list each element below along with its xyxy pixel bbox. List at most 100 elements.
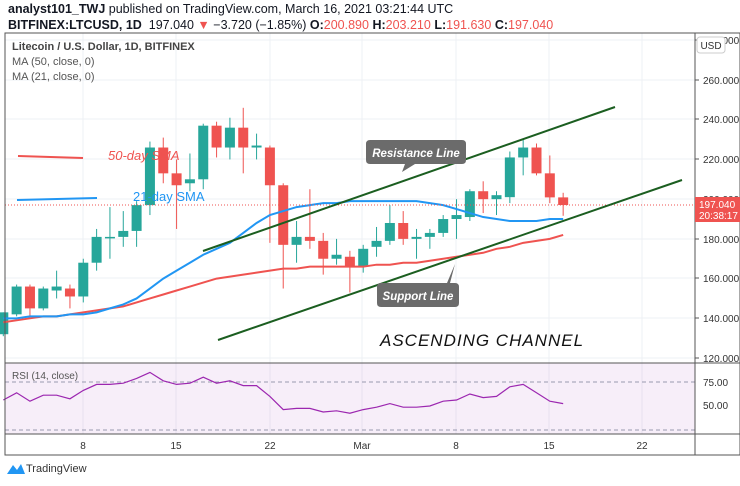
support-trendline[interactable] xyxy=(217,179,683,341)
candle-body xyxy=(131,205,142,231)
symbol: BITFINEX:LTCUSD, 1D xyxy=(8,18,142,32)
chart-title: Litecoin / U.S. Dollar, 1D, BITFINEX xyxy=(12,41,195,53)
currency-badge[interactable] xyxy=(696,36,726,54)
candle-body xyxy=(518,147,529,158)
candle-body xyxy=(411,236,422,239)
candle-body xyxy=(371,240,382,247)
symbol-bar: BITFINEX:LTCUSD, 1D 197.040 ▼ −3.720 (−1… xyxy=(8,18,553,32)
candle xyxy=(224,117,235,160)
o-label: O: xyxy=(309,18,324,32)
currency-label: USD xyxy=(700,41,721,52)
time-tick-label: Mar xyxy=(353,441,371,452)
time-tick-label: 22 xyxy=(264,441,276,452)
chart-frame xyxy=(4,32,740,456)
resistance-callout[interactable]: Resistance Line xyxy=(366,140,466,172)
time-axis[interactable]: 8 15 22 Mar 8 15 22 xyxy=(80,441,648,452)
candle xyxy=(291,221,302,263)
candle-body xyxy=(158,147,169,174)
sma50-label: 50-day SMA xyxy=(108,148,180,163)
candle-body xyxy=(424,232,435,237)
tradingview-logo[interactable]: TradingView xyxy=(6,462,87,476)
sma21-legend-line xyxy=(16,197,98,201)
candle-body xyxy=(198,125,209,180)
candle-body xyxy=(51,286,62,291)
candle xyxy=(478,181,489,214)
rsi-legend[interactable]: RSI (14, close) xyxy=(12,371,79,382)
candle-body xyxy=(451,215,462,220)
time-tick-label: 22 xyxy=(636,441,648,452)
candle xyxy=(251,133,262,160)
last-price-tag-value: 197.040 xyxy=(699,200,736,211)
candle-body xyxy=(78,262,89,297)
candle xyxy=(331,238,342,265)
down-arrow-icon: ▼ xyxy=(197,18,210,32)
candle-body xyxy=(104,236,115,239)
candle xyxy=(91,228,102,271)
candle xyxy=(558,192,569,216)
price-tick-label: 240.000 xyxy=(703,115,740,126)
candle-body xyxy=(504,157,515,198)
candle xyxy=(344,250,355,293)
candle xyxy=(131,201,142,247)
ma21-legend[interactable]: MA (21, close, 0) xyxy=(12,71,95,83)
support-callout[interactable]: Support Line xyxy=(377,264,459,307)
candle-body xyxy=(224,127,235,148)
indicator-lines xyxy=(3,200,695,414)
rsi-band xyxy=(5,363,695,434)
candle-body xyxy=(358,248,369,267)
support-label: Support Line xyxy=(383,291,455,303)
candle xyxy=(464,189,475,222)
candle xyxy=(51,270,62,299)
rsi-tick-75: 75.00 xyxy=(703,378,728,389)
candle-body xyxy=(238,127,249,148)
candle-body xyxy=(331,254,342,259)
sma21-label: 21-day SMA xyxy=(133,189,205,204)
brand-name: TradingView xyxy=(26,463,87,475)
candle xyxy=(371,226,382,257)
candle-body xyxy=(184,179,195,184)
rsi-line xyxy=(3,371,564,414)
publish-text: published on TradingView.com, March 16, … xyxy=(108,2,454,16)
candle xyxy=(11,284,22,317)
candle xyxy=(144,141,155,216)
candle xyxy=(238,107,249,174)
change: −3.720 (−1.85%) xyxy=(213,18,307,32)
candle xyxy=(398,211,409,245)
last-price: 197.040 xyxy=(148,18,194,32)
publish-info: analyst101_TWJ published on TradingView.… xyxy=(8,2,453,16)
tradingview-logo-icon xyxy=(7,464,25,474)
ma50-legend[interactable]: MA (50, close, 0) xyxy=(12,56,95,68)
candle-body xyxy=(544,173,555,198)
candle xyxy=(171,159,182,229)
candle xyxy=(104,207,115,259)
open-value: 200.890 xyxy=(323,18,369,32)
candle xyxy=(64,284,75,309)
candle xyxy=(0,312,9,337)
candle xyxy=(438,215,449,237)
candle xyxy=(38,286,49,311)
candle-body xyxy=(278,185,289,245)
time-tick-label: 15 xyxy=(543,441,555,452)
resistance-trendline[interactable] xyxy=(202,106,616,252)
candle xyxy=(451,199,462,239)
candle-body xyxy=(344,256,355,267)
candle-body xyxy=(11,286,22,315)
candle-body xyxy=(264,147,275,186)
candle-body xyxy=(318,240,329,259)
price-tick-label: 140.000 xyxy=(703,314,740,325)
candle-body xyxy=(118,230,129,237)
candle-body xyxy=(438,219,449,233)
candle xyxy=(184,153,195,192)
author[interactable]: analyst101_TWJ xyxy=(8,2,106,16)
c-label: C: xyxy=(494,18,509,32)
rsi-tick-50: 50.00 xyxy=(703,401,728,412)
high-value: 203.210 xyxy=(385,18,431,32)
candle-body xyxy=(171,173,182,186)
channel-label: ASCENDING CHANNEL xyxy=(379,331,584,350)
candle xyxy=(304,189,315,249)
candle-body xyxy=(491,195,502,200)
candle-body xyxy=(478,191,489,200)
candle-body xyxy=(0,312,9,335)
candle-body xyxy=(211,125,222,148)
